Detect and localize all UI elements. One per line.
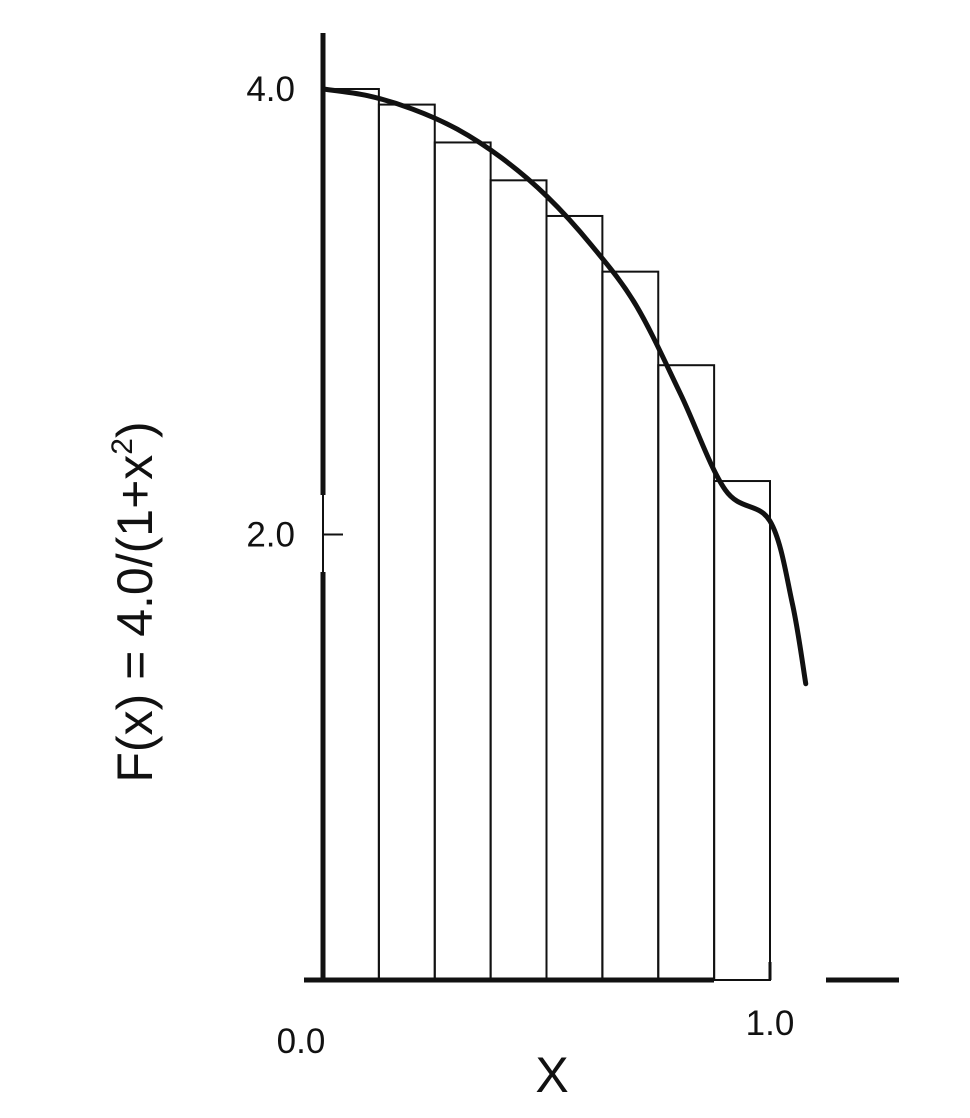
bar-3 (433, 141, 492, 981)
bar-6 (601, 270, 660, 981)
x-tick-label-0.0: 0.0 (277, 1022, 326, 1061)
function-curve (320, 86, 809, 687)
axes-layer (304, 33, 899, 983)
y-axis-title: F(x) = 4.0/(1+x2) (106, 421, 163, 782)
y-axis-title-close: ) (107, 421, 163, 438)
y-tick-label-4.0: 4.0 (246, 70, 295, 109)
ticks-layer: 2.0 4.0 0.0 1.0 (246, 70, 794, 1061)
bar-8 (713, 480, 771, 981)
y-tick-label-2.0: 2.0 (246, 516, 295, 555)
y-axis-title-main: F(x) = 4.0/(1+x (107, 455, 163, 783)
bar-5 (545, 214, 604, 981)
bar-2 (377, 103, 436, 981)
x-tick-label-1.0: 1.0 (746, 1004, 795, 1043)
x-axis-title: X (535, 1047, 568, 1103)
bar-4 (489, 179, 548, 981)
curve-layer (320, 86, 809, 687)
y-axis-title-superscript: 2 (106, 438, 139, 455)
bars-layer (322, 88, 771, 981)
